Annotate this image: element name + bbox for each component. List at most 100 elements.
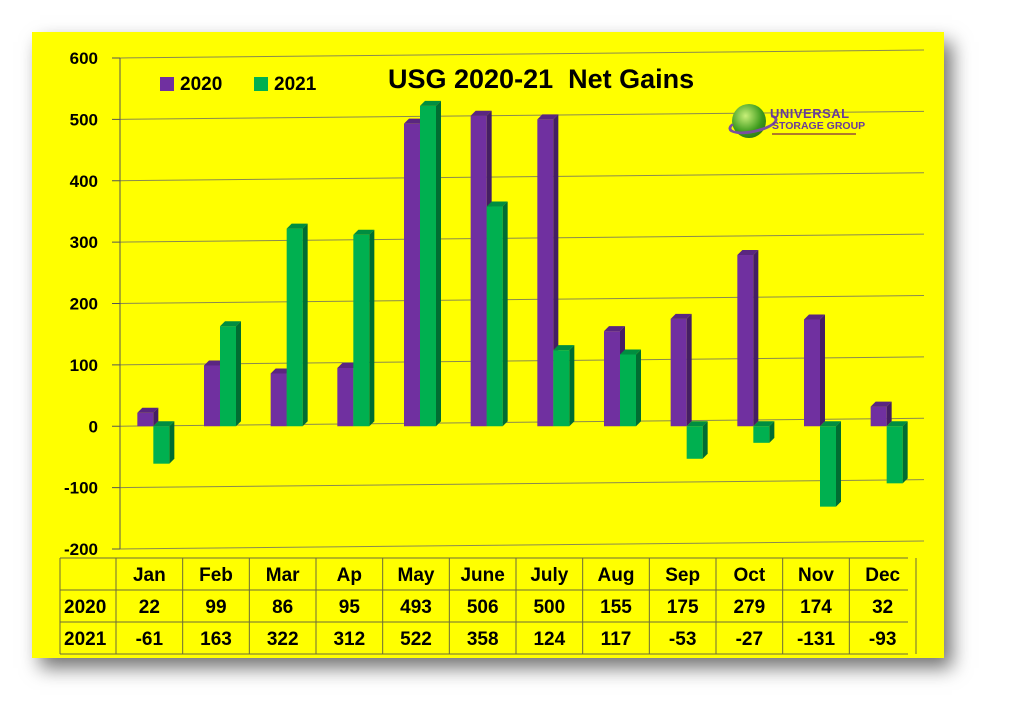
x-category-label: Oct	[733, 565, 765, 586]
bar-top	[220, 321, 241, 327]
y-tick-label: 100	[70, 356, 98, 375]
y-tick-label: 300	[70, 233, 98, 252]
legend-label-2021: 2021	[274, 74, 317, 95]
bar-2020-Aug	[604, 331, 620, 427]
y-tick-label: -200	[64, 540, 98, 559]
usg-logo: UNIVERSAL STORAGE GROUP	[726, 104, 866, 144]
table-data-label: 117	[601, 629, 632, 650]
bar-2020-Oct	[737, 255, 754, 427]
bar-2020-June	[470, 115, 487, 427]
bar-top	[286, 223, 308, 229]
gridline	[119, 540, 925, 550]
gridline	[119, 356, 925, 366]
bar-2021-Aug	[620, 354, 636, 427]
gridline	[119, 172, 925, 182]
table-data-label: 493	[400, 597, 432, 618]
bar-2021-Sep	[686, 426, 703, 459]
bar-top	[620, 349, 641, 355]
bar-top	[686, 421, 708, 427]
bar-top	[337, 362, 359, 368]
legend-swatch-2021	[254, 77, 268, 91]
bar-2021-Mar	[286, 228, 303, 427]
bar-top	[804, 314, 825, 320]
x-category-label: Mar	[266, 565, 300, 586]
y-tick-label: 200	[70, 295, 98, 314]
globe-icon	[732, 104, 766, 138]
x-category-label: Jan	[133, 565, 166, 586]
bar-2021-Ap	[353, 234, 370, 427]
bar-top	[886, 421, 908, 427]
bar-top	[353, 229, 375, 235]
gridline	[119, 295, 925, 304]
table-data-label: 155	[600, 597, 632, 618]
table-data-label: 175	[667, 597, 699, 618]
table-data-label: 312	[333, 629, 365, 650]
bar-top	[870, 401, 892, 407]
table-data-label: -61	[136, 629, 164, 650]
x-category-label: Sep	[665, 565, 700, 586]
bar-side	[236, 321, 241, 427]
bar-side	[886, 401, 892, 427]
table-data-label: 506	[467, 597, 499, 618]
bar-2021-Dec	[886, 426, 903, 484]
bar-side	[820, 314, 825, 427]
gridline	[119, 233, 925, 243]
y-tick-label: 0	[89, 417, 98, 436]
x-category-label: Dec	[865, 565, 900, 586]
bar-top	[553, 345, 575, 351]
y-tick-label: 400	[70, 172, 98, 191]
bar-side	[836, 421, 841, 507]
x-category-label: Nov	[798, 565, 834, 586]
bar-2021-Jan	[153, 426, 170, 464]
table-data-label: 358	[467, 629, 499, 650]
bar-2020-Mar	[270, 373, 287, 427]
bar-side	[769, 421, 775, 443]
bar-top	[486, 201, 508, 207]
x-category-label: July	[530, 565, 568, 586]
bar-top	[404, 118, 425, 124]
logo-line2: STORAGE GROUP	[772, 120, 866, 132]
bar-side	[636, 349, 641, 427]
bar-side	[436, 100, 441, 427]
bar-top	[753, 421, 775, 427]
table-data-label: -53	[669, 629, 696, 650]
bar-top	[470, 110, 492, 116]
legend-label-2020: 2020	[180, 74, 223, 95]
bar-2020-Sep	[670, 318, 687, 427]
bar-side	[502, 201, 508, 427]
bar-side	[302, 223, 308, 427]
bar-side	[686, 313, 692, 427]
gridline	[119, 479, 925, 489]
y-tick-label: 600	[70, 49, 98, 68]
bar-top	[537, 114, 559, 120]
bar-top	[204, 360, 225, 366]
bar-side	[569, 345, 575, 427]
gridline	[119, 49, 925, 59]
x-category-label: Ap	[337, 565, 362, 586]
table-data-label: 279	[733, 597, 765, 618]
legend-item-2021: 2021	[254, 74, 316, 96]
table-data-label: 322	[267, 629, 299, 650]
table-data-label: -27	[736, 629, 763, 650]
table-data-label: 95	[339, 597, 361, 618]
bar-top	[820, 421, 841, 427]
bar-2021-July	[553, 350, 570, 427]
table-data-label: -131	[797, 629, 835, 650]
y-tick-label: 500	[70, 110, 98, 129]
bar-top	[153, 421, 175, 427]
bar-2021-Nov	[820, 426, 836, 507]
logo-underline	[772, 133, 856, 135]
table-data-label: 500	[533, 597, 565, 618]
x-category-label: May	[398, 565, 435, 586]
y-tick-label: -100	[64, 479, 98, 498]
bar-top	[737, 250, 759, 256]
table-row-label: 2021	[64, 629, 107, 650]
bar-side	[902, 421, 908, 484]
bar-side	[753, 250, 759, 427]
x-category-label: June	[460, 565, 504, 586]
logo-line1: UNIVERSAL	[770, 106, 850, 121]
bar-2020-Dec	[870, 406, 887, 427]
table-row-label: 2020	[64, 597, 106, 618]
bar-top	[670, 313, 692, 319]
